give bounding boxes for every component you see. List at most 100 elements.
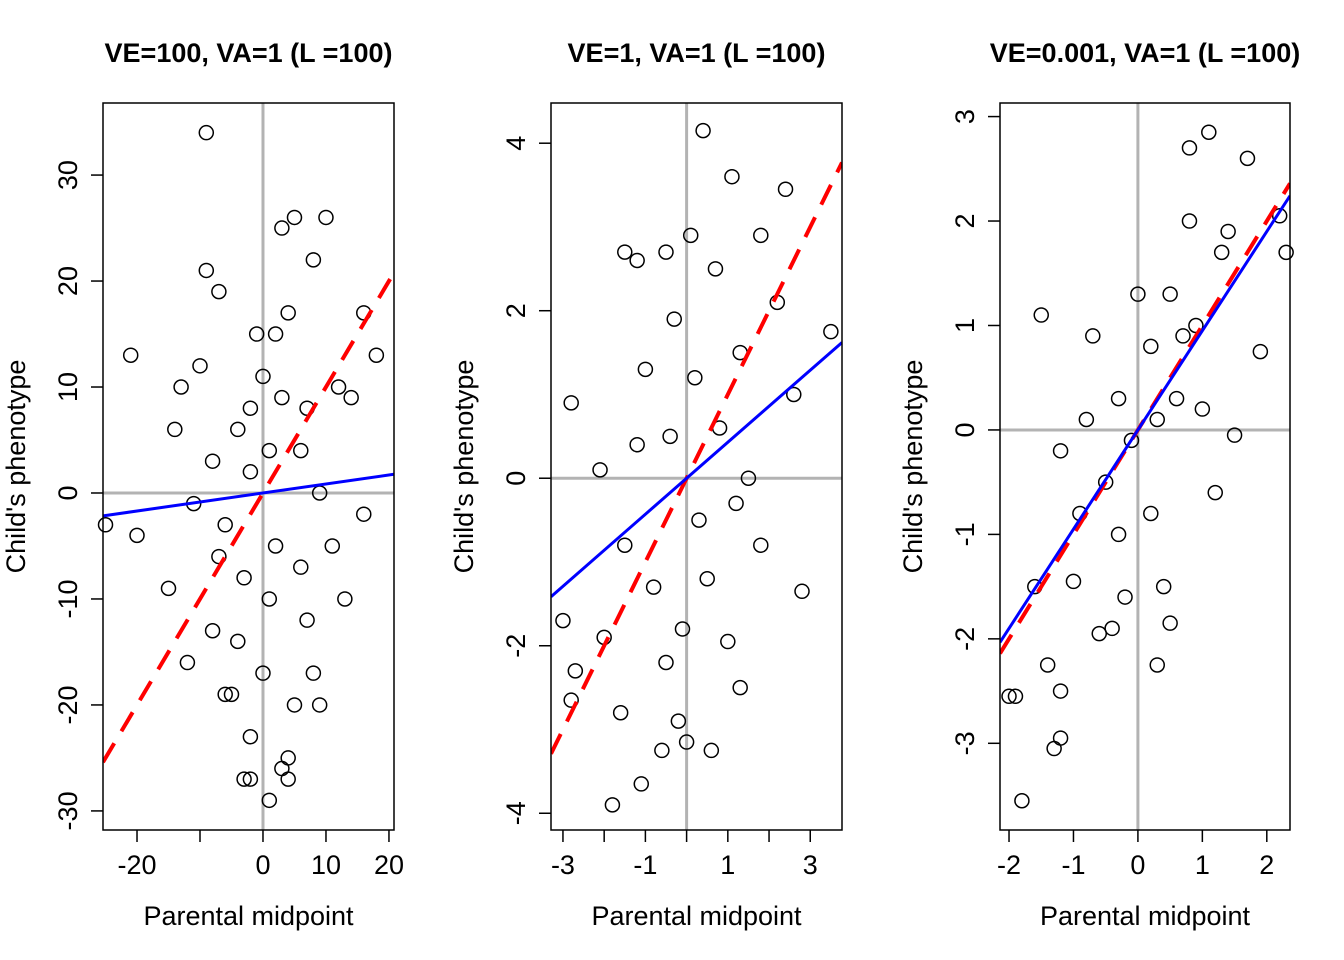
point	[658, 654, 674, 671]
point	[1052, 683, 1069, 699]
point	[1149, 411, 1165, 428]
point	[173, 379, 189, 395]
point	[1046, 740, 1062, 757]
point	[1117, 589, 1133, 605]
point	[293, 442, 309, 459]
point	[707, 261, 724, 277]
point	[633, 776, 650, 792]
point	[563, 395, 579, 411]
point	[674, 621, 691, 637]
point	[691, 512, 707, 528]
fit-line	[103, 472, 394, 518]
point	[1155, 578, 1172, 595]
x-tick-label: -3	[551, 850, 575, 880]
y-axis-label: Child's phenotype	[1, 360, 31, 574]
point	[617, 537, 633, 553]
point	[703, 742, 720, 759]
x-tick-label: 0	[255, 850, 270, 880]
point	[670, 713, 687, 729]
point	[1104, 620, 1120, 637]
point	[1213, 244, 1230, 261]
x-tick-label: 3	[803, 850, 818, 880]
point	[299, 612, 315, 628]
x-tick-label: -2	[997, 850, 1021, 880]
x-tick-label: 10	[311, 850, 341, 880]
y-tick-label: -4	[501, 801, 531, 825]
point	[629, 252, 645, 269]
point	[230, 421, 246, 438]
point	[740, 470, 757, 486]
point	[248, 326, 265, 342]
point	[236, 570, 252, 586]
point	[280, 750, 296, 766]
point	[617, 244, 633, 260]
point	[255, 368, 271, 385]
y-tick-label: -2	[950, 627, 980, 651]
point	[305, 252, 322, 268]
point	[1085, 328, 1101, 344]
point	[286, 209, 303, 226]
x-tick-label: -1	[1061, 850, 1085, 880]
point	[654, 742, 670, 759]
x-axis-label: Parental midpoint	[1040, 901, 1251, 931]
plot-frame	[999, 102, 1291, 831]
point	[777, 181, 794, 198]
y-tick-label: -30	[53, 791, 83, 830]
point	[1271, 208, 1288, 224]
y-axis-label: Child's phenotype	[449, 360, 479, 574]
x-tick-label: -20	[117, 850, 156, 880]
point	[368, 347, 385, 363]
point	[280, 771, 296, 787]
point	[1181, 140, 1198, 156]
point	[555, 612, 571, 629]
y-tick-label: 3	[950, 109, 980, 124]
x-axis-label: Parental midpoint	[591, 901, 802, 931]
point	[1143, 338, 1159, 355]
point	[337, 591, 353, 607]
point	[261, 442, 278, 459]
point	[1239, 150, 1256, 167]
point	[794, 583, 810, 600]
x-tick-label: -1	[633, 850, 657, 880]
point	[699, 570, 715, 587]
x-tick-label: 1	[720, 850, 735, 880]
point	[1039, 657, 1056, 673]
y-tick-label: 0	[501, 471, 531, 486]
y-tick-label: -20	[53, 685, 83, 724]
point	[261, 792, 278, 809]
point	[728, 495, 744, 512]
point	[1143, 505, 1159, 522]
point	[274, 220, 290, 236]
point	[662, 428, 678, 445]
point	[1168, 390, 1185, 407]
point	[637, 361, 654, 378]
point	[318, 209, 334, 226]
point	[217, 517, 233, 533]
point	[1110, 390, 1127, 407]
point	[167, 421, 183, 438]
point	[305, 665, 322, 681]
point	[236, 771, 252, 787]
point	[261, 591, 278, 607]
point	[242, 771, 259, 787]
panel-title: VE=100, VA=1 (L =100)	[105, 38, 393, 68]
point	[612, 704, 629, 721]
point	[1110, 526, 1127, 543]
y-tick-label: 0	[950, 422, 980, 437]
point	[1207, 484, 1223, 501]
y-axis-label: Child's phenotype	[898, 360, 928, 574]
y-tick-label: 0	[53, 485, 83, 500]
point	[753, 537, 769, 553]
point	[1252, 343, 1269, 360]
point	[1065, 573, 1082, 590]
point	[267, 326, 284, 342]
x-tick-label: 2	[1259, 850, 1274, 880]
y-tick-label: 2	[501, 303, 531, 318]
point	[1123, 432, 1140, 449]
point	[1201, 124, 1217, 140]
y-tick-label: -1	[950, 522, 980, 546]
point	[1278, 244, 1294, 261]
point	[211, 283, 227, 300]
fit-line	[1000, 194, 1290, 644]
point	[645, 579, 662, 595]
